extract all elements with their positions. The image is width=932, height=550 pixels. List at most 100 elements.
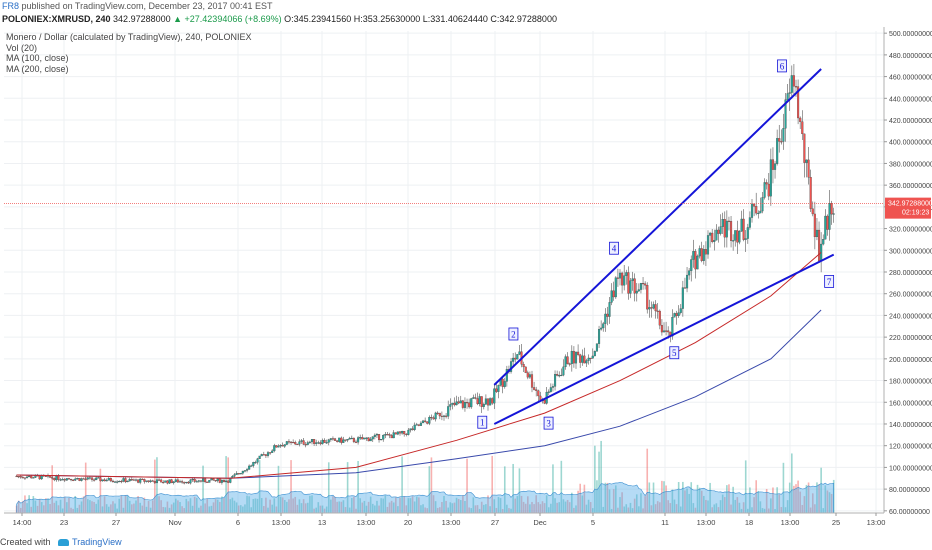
candle-body — [306, 442, 309, 445]
candle-body — [801, 121, 804, 135]
candle-body — [69, 478, 73, 481]
volume-bar — [124, 495, 127, 513]
candle-body — [761, 197, 764, 212]
legend-ma100[interactable]: MA (100, close) — [6, 53, 69, 63]
volume-bar — [550, 503, 552, 513]
candle-body — [434, 412, 437, 420]
volume-bar — [591, 508, 594, 513]
time-tick-label: 25 — [832, 518, 840, 527]
candle-body — [258, 455, 261, 460]
candle-body — [409, 428, 412, 431]
candle-body — [21, 477, 24, 479]
volume-bar — [206, 498, 209, 513]
volume-bar — [267, 507, 269, 513]
candle-body — [436, 412, 439, 414]
volume-bar — [156, 457, 158, 513]
volume-bar — [68, 497, 70, 513]
wave-label: 7 — [824, 275, 835, 288]
candle-body — [648, 307, 651, 310]
publish-info: published on TradingView.com, December 2… — [21, 1, 273, 11]
candle-body — [809, 177, 812, 209]
candle-body — [501, 378, 504, 387]
volume-bar — [382, 498, 385, 513]
candle-body — [166, 480, 169, 484]
volume-bar — [619, 497, 621, 513]
candle-body — [170, 479, 173, 484]
volume-bar — [770, 498, 772, 513]
volume-bar — [579, 483, 581, 513]
volume-bar — [154, 459, 156, 513]
candle-body — [25, 476, 29, 479]
volume-bar — [644, 496, 646, 513]
candle-body — [593, 351, 596, 357]
candle-body — [61, 479, 64, 481]
volume-bar — [799, 491, 801, 513]
volume-bar — [26, 503, 28, 513]
candle-body — [313, 439, 316, 444]
candle-body — [440, 415, 443, 417]
tradingview-brand[interactable]: TradingView — [72, 537, 122, 547]
candle-body — [597, 328, 601, 344]
price-tick-label: 400.00000000 — [889, 140, 932, 147]
volume-bar — [80, 501, 83, 513]
moving-averages — [16, 252, 822, 479]
candle-body — [476, 398, 479, 405]
volume-bar — [97, 499, 100, 513]
volume-bar — [518, 468, 521, 513]
candle-body — [348, 437, 351, 440]
candle-body — [455, 401, 458, 406]
candle-body — [302, 440, 305, 445]
legend-ma200[interactable]: MA (200, close) — [6, 63, 69, 74]
volume-bar — [449, 502, 452, 513]
candle-body — [63, 479, 66, 481]
volume-bar — [694, 507, 697, 513]
time-tick-label: 5 — [591, 518, 595, 527]
candle-body — [294, 442, 297, 445]
volume-bar — [734, 499, 737, 513]
candle-body — [139, 478, 142, 483]
candle-body — [277, 445, 280, 448]
volume-bar — [231, 497, 234, 513]
volume-bar — [682, 481, 684, 513]
candle-body — [646, 285, 649, 310]
volume-bar — [300, 503, 303, 513]
candle-body — [604, 313, 607, 324]
volume-bar — [55, 500, 58, 513]
time-tick-label: Dec — [533, 518, 547, 527]
volume-bar — [340, 501, 343, 513]
volume-bar — [623, 506, 625, 513]
volume-bar — [378, 505, 380, 513]
volume-bar — [784, 507, 787, 513]
candle-body — [317, 442, 320, 444]
wave-label: 4 — [609, 241, 619, 255]
candle-body — [522, 364, 525, 368]
ma200-line — [16, 309, 822, 479]
candle-body — [713, 240, 716, 242]
candle-body — [723, 219, 726, 238]
volume-bar — [503, 466, 506, 513]
volume-bar — [493, 499, 496, 513]
legend-volume[interactable]: Vol (20) — [6, 42, 38, 53]
candle-body — [627, 272, 630, 294]
volume-bar — [529, 504, 531, 513]
candle-body — [107, 478, 110, 481]
candle-body — [319, 442, 322, 445]
volume-bar — [311, 495, 313, 513]
author-link[interactable]: FR8 — [2, 1, 20, 11]
candle-body — [132, 479, 135, 481]
volume-bar — [807, 482, 810, 513]
candle-body — [287, 441, 291, 443]
volume-bar — [711, 507, 713, 513]
candle-body — [568, 363, 571, 365]
candle-body — [187, 481, 190, 484]
low-value: L:331.40624440 — [422, 14, 488, 24]
candle-body — [602, 323, 605, 329]
candle-body — [805, 159, 808, 163]
volume-bar — [535, 495, 537, 513]
symbol-name[interactable]: POLONIEX:XMRUSD, 240 — [2, 14, 111, 24]
volume-bar — [22, 501, 24, 513]
volume-bar — [598, 451, 600, 513]
candle-body — [315, 442, 318, 444]
volume-bar — [677, 482, 680, 513]
